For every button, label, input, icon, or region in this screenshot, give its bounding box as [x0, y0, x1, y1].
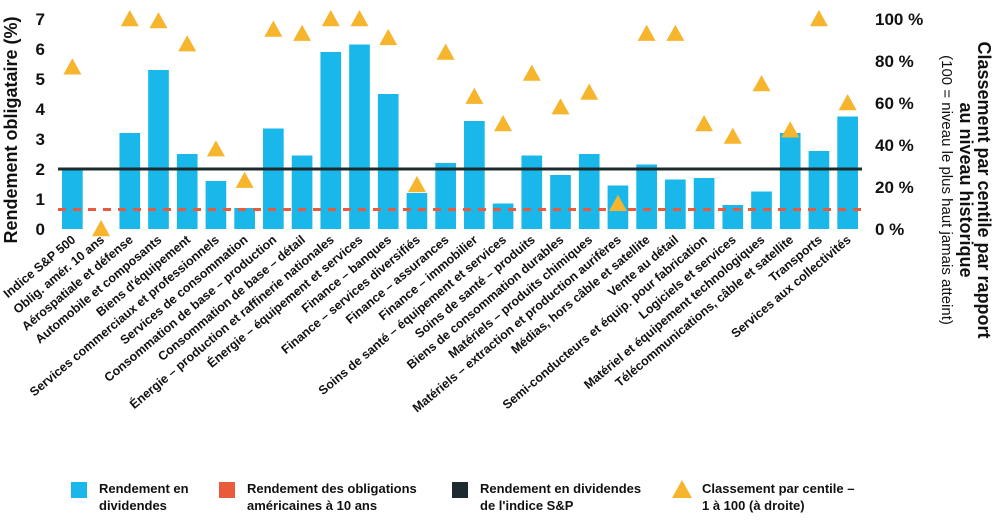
chart-canvas: Rendement obligataire (%) Classement par…	[1, 10, 994, 415]
dividend-yield-bar	[320, 52, 342, 229]
y-axis-title: Rendement obligataire (%)	[1, 16, 21, 243]
y2-axis-title-group: Classement par centile par rapportau niv…	[938, 41, 994, 338]
dividend-yield-bar	[291, 155, 313, 229]
percentile-marker	[494, 115, 513, 132]
percentile-marker	[178, 35, 197, 52]
dividend-yield-bar	[808, 151, 830, 229]
y-tick-label: 5	[36, 70, 45, 89]
y2-tick-label: 60 %	[875, 94, 914, 113]
dividend-yield-bar	[636, 164, 657, 229]
percentile-marker	[522, 64, 541, 81]
dividend-yield-bar	[205, 181, 227, 229]
legend: Rendement en dividendes Rendement des ob…	[0, 480, 1000, 522]
y-tick-label: 1	[36, 190, 45, 209]
y-tick-label: 6	[36, 40, 45, 59]
percentile-marker	[809, 10, 828, 27]
y2-axis-ticks: 0 % 20 % 40 % 60 % 80 % 100 %	[875, 10, 923, 239]
percentile-marker	[407, 175, 426, 193]
percentile-markers	[63, 10, 857, 237]
dividend-yield-bar	[119, 133, 141, 229]
y-axis-ticks: 0 1 2 3 4 5 6 7	[36, 10, 46, 239]
dividend-yield-bar	[578, 154, 600, 229]
percentile-marker	[465, 87, 484, 104]
y2-tick-label: 20 %	[875, 178, 914, 197]
percentile-marker	[379, 28, 398, 46]
dividend-yield-bar	[349, 44, 370, 229]
dividend-yield-bar	[406, 193, 428, 229]
dividend-yield-bar	[435, 163, 456, 229]
y-tick-label: 7	[36, 10, 45, 29]
percentile-marker	[63, 58, 82, 75]
dividend-yield-bar	[693, 178, 715, 229]
percentile-marker	[120, 10, 139, 27]
dividend-yield-bar	[751, 191, 772, 229]
percentile-marker	[293, 24, 312, 41]
percentile-marker	[695, 115, 714, 132]
dividend-yield-bar	[148, 70, 169, 229]
legend-label-treasury: Rendement des obligations américaines à …	[247, 481, 417, 513]
percentile-marker	[551, 98, 570, 115]
legend-swatch-sp	[452, 482, 468, 498]
y-axis-title-group: Rendement obligataire (%)	[1, 16, 21, 243]
y2-axis-title: Classement par centile par rapportau niv…	[956, 41, 994, 338]
legend-label-percentile: Classement par centile – 1 à 100 (à droi…	[702, 481, 855, 513]
bar-series	[62, 44, 858, 229]
percentile-marker	[580, 83, 599, 100]
y-tick-label: 4	[36, 100, 46, 119]
percentile-marker	[838, 94, 857, 111]
legend-item-percentile: Classement par centile – 1 à 100 (à droi…	[672, 480, 854, 514]
y2-axis-subtitle: (100 = niveau le plus haut jamais attein…	[938, 55, 955, 325]
legend-triangle-icon	[672, 480, 692, 498]
percentile-marker	[149, 12, 168, 29]
legend-item-treasury: Rendement des obligations américaines à …	[219, 480, 417, 514]
percentile-marker	[206, 140, 225, 157]
percentile-marker	[752, 75, 771, 92]
percentile-marker	[666, 24, 685, 41]
percentile-marker	[264, 20, 283, 37]
dividend-yield-bar	[176, 154, 198, 229]
percentile-marker	[781, 121, 800, 138]
dividend-yield-bar	[464, 121, 485, 229]
dividend-yield-bar	[837, 116, 858, 229]
y-tick-label: 0	[36, 220, 45, 239]
y-tick-label: 2	[36, 160, 45, 179]
reference-lines	[58, 167, 862, 211]
percentile-marker	[321, 10, 340, 27]
dividend-yield-bar	[234, 208, 255, 229]
y2-tick-label: 80 %	[875, 52, 914, 71]
percentile-marker	[235, 171, 254, 188]
dividend-yield-bar	[779, 133, 801, 229]
percentile-marker	[608, 194, 627, 211]
percentile-marker	[350, 10, 369, 27]
y-tick-label: 3	[36, 130, 45, 149]
dividend-yield-bar	[263, 128, 284, 229]
y2-tick-label: 40 %	[875, 136, 914, 155]
dividend-yield-bar	[665, 179, 686, 229]
y2-tick-label: 0 %	[875, 220, 904, 239]
percentile-marker	[637, 24, 656, 41]
dividend-yield-bar	[62, 169, 83, 229]
y2-tick-label: 100 %	[875, 10, 923, 29]
dividend-yield-bar	[492, 203, 514, 229]
legend-label-dividends: Rendement en dividendes	[99, 481, 189, 513]
legend-label-sp: Rendement en dividendes de l'indice S&P	[480, 481, 642, 513]
legend-swatch-bar	[71, 482, 87, 498]
dividend-yield-bar	[550, 175, 571, 229]
percentile-marker	[436, 43, 455, 60]
legend-item-dividends: Rendement en dividendes	[71, 480, 189, 514]
legend-swatch-treasury	[219, 482, 235, 498]
dividend-yield-bar	[377, 94, 399, 229]
legend-item-sp: Rendement en dividendes de l'indice S&P	[452, 480, 641, 514]
percentile-marker	[92, 220, 111, 237]
percentile-marker	[723, 127, 742, 144]
dividend-yield-bar	[521, 155, 543, 229]
